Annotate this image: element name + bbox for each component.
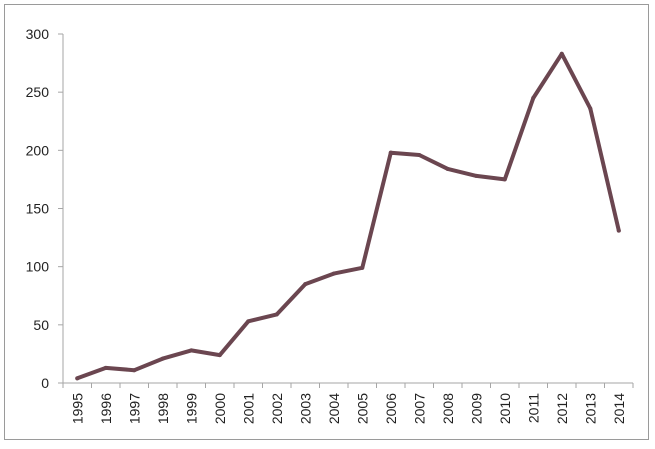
data-point bbox=[531, 95, 536, 100]
y-tick-label: 100 bbox=[26, 259, 50, 275]
x-tick-label: 2005 bbox=[354, 393, 370, 424]
x-tick-label: 2010 bbox=[497, 393, 513, 424]
data-point bbox=[388, 150, 393, 155]
x-tick-label: 2013 bbox=[582, 393, 598, 424]
x-tick-label: 1998 bbox=[155, 393, 171, 424]
y-tick-label: 200 bbox=[26, 142, 50, 158]
data-point bbox=[246, 319, 251, 324]
y-tick-label: 250 bbox=[26, 84, 50, 100]
x-tick-label: 2002 bbox=[269, 393, 285, 424]
tick-labels: 0 50 100 150 200 250 300 1995 1996 1997 1998 1999 20… bbox=[26, 26, 627, 424]
x-tick-label: 2009 bbox=[468, 393, 484, 424]
x-tick-label: 2007 bbox=[411, 393, 427, 424]
data-point bbox=[189, 348, 194, 353]
data-point bbox=[303, 282, 308, 287]
y-tick-label: 300 bbox=[26, 26, 50, 42]
x-tick-label: 1995 bbox=[69, 393, 85, 424]
data-point bbox=[445, 166, 450, 171]
data-point bbox=[331, 271, 336, 276]
series-line bbox=[75, 51, 621, 381]
x-tick-label: 1996 bbox=[98, 393, 114, 424]
x-tick-label: 1997 bbox=[126, 393, 142, 424]
x-tick-label: 2003 bbox=[297, 393, 313, 424]
data-point bbox=[274, 312, 279, 317]
series-lines bbox=[75, 51, 621, 381]
data-point bbox=[616, 228, 621, 233]
x-tick-label: 2000 bbox=[212, 393, 228, 424]
data-point bbox=[132, 368, 137, 373]
data-point bbox=[474, 173, 479, 178]
data-point bbox=[502, 177, 507, 182]
x-tick-label: 2008 bbox=[440, 393, 456, 424]
x-tick-label: 2001 bbox=[240, 393, 256, 424]
x-tick-label: 2011 bbox=[525, 393, 541, 423]
data-point bbox=[360, 265, 365, 270]
data-point bbox=[559, 51, 564, 56]
data-point bbox=[588, 106, 593, 111]
data-point bbox=[75, 376, 80, 381]
y-tick-label: 150 bbox=[26, 201, 50, 217]
data-point bbox=[417, 152, 422, 157]
x-tick-label: 2006 bbox=[383, 393, 399, 424]
data-point bbox=[160, 356, 165, 361]
x-tick-label: 2014 bbox=[611, 393, 627, 424]
axes bbox=[58, 33, 634, 388]
x-tick-label: 2004 bbox=[326, 393, 342, 424]
y-tick-label: 0 bbox=[41, 375, 49, 391]
data-point bbox=[103, 365, 108, 370]
data-point bbox=[217, 353, 222, 358]
x-tick-label: 1999 bbox=[183, 393, 199, 424]
x-tick-label: 2012 bbox=[554, 393, 570, 424]
y-tick-label: 50 bbox=[33, 317, 49, 333]
